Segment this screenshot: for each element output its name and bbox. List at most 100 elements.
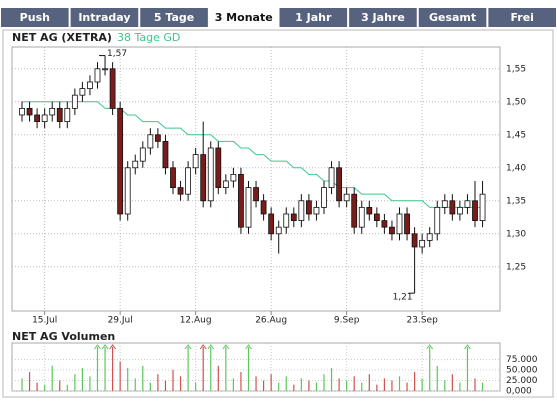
candle-body [49,107,56,116]
candle-body [26,107,33,116]
candle-body [200,154,207,202]
plot-area [11,46,501,312]
tab-label[interactable]: 1 Jahr [295,11,332,24]
candle-body [328,167,335,188]
candle-body [177,187,184,195]
overflow-arrow [184,344,192,350]
tab[interactable] [1,8,69,27]
x-tick-label: 29.Jul [108,316,133,326]
candle-body [404,213,410,235]
candle-body [366,206,373,215]
candle-body [260,200,267,215]
candle-body [207,147,214,202]
candle-body [253,187,259,202]
candle-body [132,160,139,169]
overflow-arrow [222,344,230,350]
overflow-arrow [426,344,434,350]
candle-body [381,220,388,228]
candle-body [441,200,448,208]
candle-body [411,233,418,248]
x-tick-label: 12.Aug [180,316,212,326]
y-tick-label: 1,55 [506,64,526,74]
candle-body [464,200,471,208]
candle-body [268,213,275,235]
y-tick-label: 50.000 [506,366,538,376]
candle-body [456,206,463,215]
ma-legend: 38 Tage GD [117,31,180,44]
candle-body [19,107,25,116]
overflow-arrow [464,344,471,350]
tab[interactable] [418,8,487,27]
y-tick-label: 1,40 [506,163,526,173]
tab-label[interactable]: Gesamt [429,11,476,24]
x-tick-label: 23.Sep [407,316,439,326]
tab[interactable] [279,8,348,27]
candle-body [71,94,78,109]
candle-body [313,206,320,215]
tab-label[interactable]: Frei [510,11,533,24]
candle-body [109,68,116,109]
candle-body [215,147,222,188]
tab[interactable] [488,8,556,27]
candle-body [34,114,40,122]
y-tick-label: 1,30 [506,229,526,239]
y-tick-label: 25.000 [506,376,538,386]
y-tick-label: 1,50 [506,97,526,107]
candle-body [56,107,63,122]
candle-body [102,68,108,71]
candle-body [472,200,478,221]
candle-body [64,107,71,122]
candle-body [426,233,433,241]
candle-body [162,140,169,169]
candle-body [343,193,350,202]
moving-average [22,101,483,208]
candle-body [139,147,146,162]
candle-body [238,173,244,228]
overflow-arrow [94,344,101,350]
candle-body [245,187,252,228]
candle-body [41,114,48,122]
candle-body [87,81,93,89]
candle-body [358,206,365,228]
candle-body [79,88,86,96]
candle-body [434,206,441,235]
candle-body [94,68,101,83]
x-tick-label: 26.Aug [255,316,287,326]
overflow-arrow [109,344,116,350]
x-tick-label: 15.Jul [32,316,57,326]
tab-label[interactable]: Intraday [78,11,130,24]
chart-title: NET AG (XETRA) [12,31,112,44]
candle-body [479,193,486,221]
candle-body [373,213,380,221]
candle-body [351,193,358,228]
y-tick-label: 75.000 [506,355,538,365]
candle-body [117,107,124,215]
candle-body [147,134,154,149]
tab[interactable] [349,8,417,27]
candle-body [336,167,343,202]
candle-body [389,226,395,235]
y-tick-label: 1,45 [506,130,526,140]
candle-body [290,213,297,221]
tab[interactable] [70,8,139,27]
tab-label[interactable]: 3 Monate [215,11,273,24]
candle-body [230,173,237,182]
y-tick-label: 0,000 [506,387,532,397]
candle-body [283,213,290,228]
candle-body [154,134,161,142]
candle-body [275,226,282,235]
candle-body [449,200,456,215]
overflow-arrow [207,344,215,350]
x-tick-label: 9.Sep [334,316,360,326]
y-tick-label: 1,25 [506,262,526,272]
candle-body [185,167,192,195]
candle-body [298,200,305,221]
tab-label[interactable]: 3 Jahre [361,11,405,24]
tab[interactable] [209,8,278,27]
tab-label[interactable]: 5 Tage [154,11,194,24]
overflow-arrow [101,344,109,350]
tab[interactable] [140,8,208,27]
tab-label[interactable]: Push [20,11,50,24]
candle-body [124,167,131,215]
